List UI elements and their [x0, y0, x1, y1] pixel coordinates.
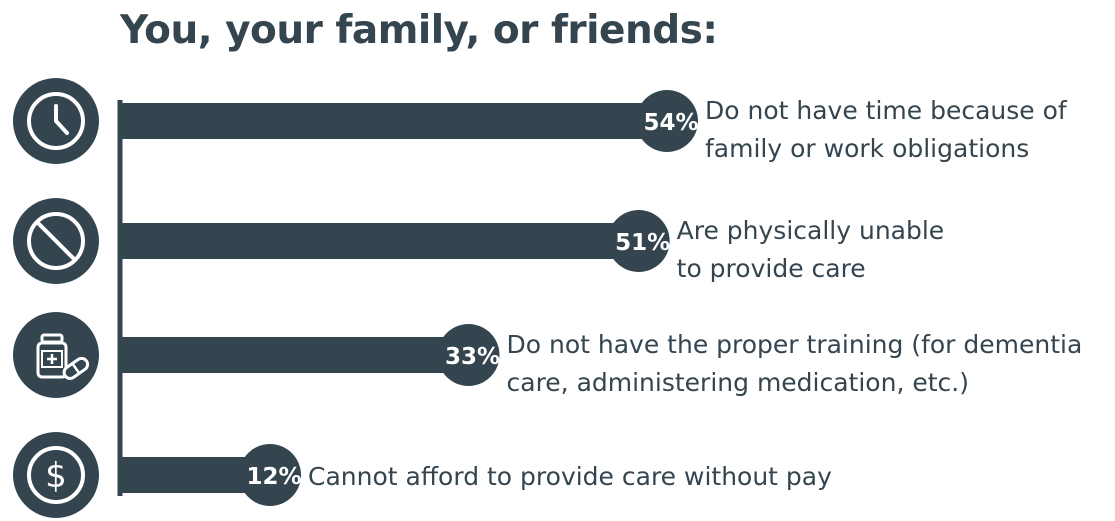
bar-row: 51% Are physically unable to provide care — [13, 198, 944, 284]
bar-row: $12% Cannot afford to provide care withou… — [13, 432, 832, 518]
medication-icon — [13, 312, 99, 398]
data-label: 33% — [445, 344, 500, 370]
bar-row: 54% Do not have time because of family or … — [13, 78, 1068, 164]
bar-row: 33% Do not have the proper training (for … — [13, 312, 1082, 398]
value-bubble — [636, 90, 698, 152]
data-label: 12% — [246, 464, 301, 490]
category-label: Cannot afford to provide care without pa… — [308, 462, 832, 491]
category-label: Are physically unable to provide care — [677, 216, 945, 283]
bar — [122, 223, 639, 259]
category-label: Do not have the proper training (for dem… — [507, 330, 1083, 397]
data-label: 51% — [615, 230, 670, 256]
value-bubble — [437, 324, 500, 386]
prohibited-icon — [13, 198, 99, 284]
value-bubble — [239, 444, 301, 506]
bar — [122, 337, 469, 373]
data-label: 54% — [643, 110, 698, 136]
category-label: Do not have time because of family or wor… — [705, 96, 1068, 163]
svg-text:$: $ — [45, 456, 67, 496]
dollar-icon: $ — [13, 432, 99, 518]
chart-title: You, your family, or friends: — [120, 8, 718, 53]
bar — [122, 103, 667, 139]
clock-icon — [13, 78, 99, 164]
value-bubble — [607, 210, 670, 272]
